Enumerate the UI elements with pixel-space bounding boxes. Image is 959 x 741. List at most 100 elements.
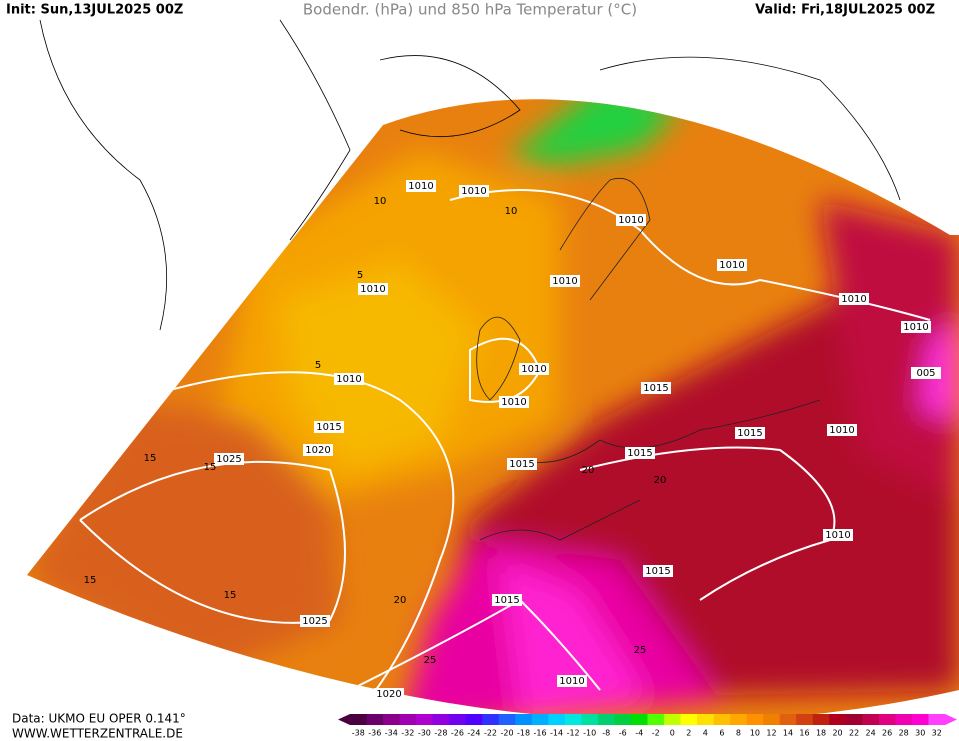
temperature-label: 5 [315,360,321,371]
legend-tick-label: -28 [434,729,447,738]
isobar-label: 1015 [737,428,762,439]
isobar-label: 1010 [408,181,433,192]
legend-tick-label: 30 [915,729,925,738]
legend-swatch [630,714,648,725]
legend-swatch [449,714,467,725]
isobar-label-box [643,565,673,577]
legend-swatch [829,714,847,725]
isobar-label: 1015 [627,448,652,459]
legend-swatch [713,714,731,725]
temperature-label: 20 [394,595,407,606]
isobar-label-box [214,453,244,465]
isobar-label: 1025 [216,454,241,465]
isobar-label: 1015 [316,422,341,433]
isobar-label: 1010 [336,374,361,385]
isobar-label: 1010 [841,294,866,305]
legend-swatch [432,714,450,725]
legend-swatch [531,714,549,725]
legend-swatch [597,714,615,725]
isobar-label-box [492,594,522,606]
isobar-label-box [507,458,537,470]
isobar-label: 1010 [360,284,385,295]
legend-swatch [746,714,764,725]
legend-tick-label: 20 [832,729,842,738]
isobar-label-box [300,615,330,627]
legend-swatch [383,714,401,725]
legend-swatch [664,714,682,725]
isobar-label: 1010 [559,676,584,687]
isobar-label-box [641,382,671,394]
temperature-label: 15 [204,462,217,473]
legend-swatch [614,714,632,725]
isobar-label: 1010 [501,397,526,408]
legend-swatch [911,714,929,725]
isobar-label-box [717,259,747,271]
legend-tick-label: -32 [401,729,414,738]
isobar-label-box [550,275,580,287]
isobar-label-box [314,421,344,433]
legend-swatch [796,714,814,725]
legend-swatch [548,714,566,725]
legend-swatch [498,714,516,725]
legend-tick-label: -6 [619,729,627,738]
isobar-label-box [823,529,853,541]
land-outlines [39,19,901,331]
legend-tick-label: 2 [686,729,691,738]
legend-swatch [564,714,582,725]
coastlines [476,178,821,541]
map-title: Bodendr. (hPa) und 850 hPa Temperatur (°… [303,1,637,19]
isobar-label-box [303,444,333,456]
legend-swatch [895,714,913,725]
temperature-label: 25 [424,655,437,666]
legend-swatch [878,714,896,725]
website: WWW.WETTERZENTRALE.DE [12,727,183,741]
legend-tick-label: 32 [932,729,942,738]
legend-swatch [763,714,781,725]
legend-arrow [338,714,350,725]
legend-tick-label: -10 [583,729,596,738]
legend-tick-label: 14 [783,729,793,738]
legend-tick-label: -26 [451,729,464,738]
legend-tick-label: -34 [385,729,398,738]
isobar-label: 1015 [509,459,534,470]
legend-tick-label: 6 [719,729,724,738]
legend-tick-label: 8 [736,729,741,738]
legend-swatch [366,714,384,725]
legend-swatch [515,714,533,725]
legend-swatch [730,714,748,725]
isobar-label-box [625,447,655,459]
legend-tick-label: -22 [484,729,497,738]
legend-tick-label: 22 [849,729,859,738]
isobar-label: 1010 [825,530,850,541]
isobar-label-box [839,293,869,305]
legend-tick-label: -16 [534,729,547,738]
legend-tick-label: 24 [866,729,876,738]
legend-tick-label: 4 [703,729,708,738]
isobar-label-box [519,363,549,375]
isobar-label: 1015 [494,595,519,606]
legend-tick-label: -18 [517,729,530,738]
isobar-label-box [406,180,436,192]
legend-tick-label: -14 [550,729,563,738]
isobar-label: 1010 [552,276,577,287]
isobar-label-box [827,424,857,436]
isobar-label: 1025 [302,616,327,627]
legend-tick-label: -20 [500,729,513,738]
legend-tick-label: -2 [652,729,660,738]
legend-swatch [350,714,368,725]
isobar-label: 005 [916,368,935,379]
temperature-label: 10 [374,196,387,207]
legend-tick-label: -12 [567,729,580,738]
isobar-label-box [557,675,587,687]
temperature-label: 15 [84,575,97,586]
legend-tick-label: -36 [368,729,381,738]
legend-tick-label: 12 [766,729,776,738]
init-time: Init: Sun,13JUL2025 00Z [6,3,183,18]
isobar-label: 1010 [903,322,928,333]
legend-tick-label: -4 [635,729,643,738]
legend-tick-label: 0 [670,729,675,738]
isobar-label: 1020 [376,689,401,700]
isobar-label: 1010 [521,364,546,375]
